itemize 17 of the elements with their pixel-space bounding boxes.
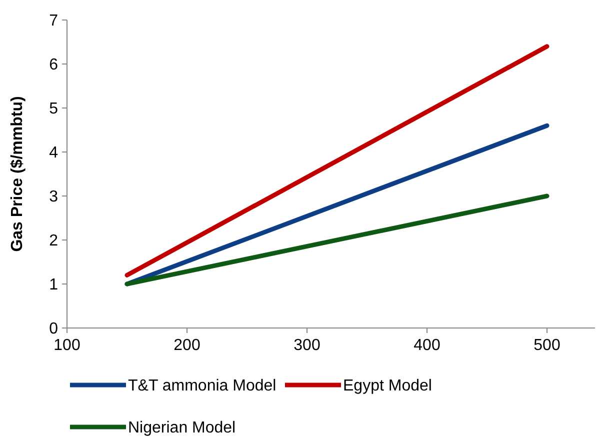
y-tick-label: 6 [49, 56, 58, 74]
x-tick-label: 300 [294, 337, 320, 354]
y-tick-label: 1 [49, 276, 58, 294]
x-tick-label: 200 [174, 337, 200, 354]
legend-label: Nigerian Model [128, 420, 236, 437]
legend-label: Egypt Model [343, 378, 432, 395]
y-tick-label: 4 [49, 144, 58, 162]
y-tick-label: 5 [49, 100, 58, 118]
legend-label: T&T ammonia Model [128, 378, 276, 395]
y-axis-title: Gas Price ($/mmbtu) [9, 96, 26, 252]
y-tick-label: 3 [49, 188, 58, 206]
x-tick-label: 500 [534, 337, 560, 354]
x-tick-label: 100 [54, 337, 80, 354]
y-tick-label: 0 [49, 320, 58, 338]
x-tick-label: 400 [414, 337, 440, 354]
y-tick-label: 2 [49, 232, 58, 250]
y-tick-label: 7 [49, 12, 58, 30]
